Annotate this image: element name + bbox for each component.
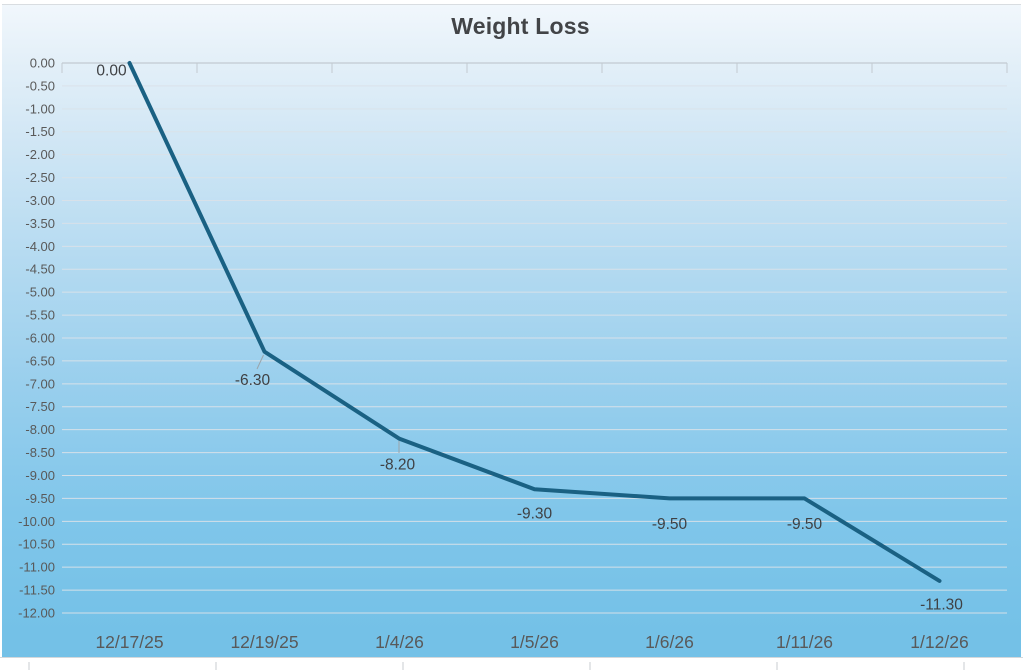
y-axis-tick-label: -12.00	[18, 605, 55, 620]
data-point-label: -9.50	[652, 516, 688, 533]
y-axis-tick-label: 0.00	[30, 56, 55, 71]
y-axis-tick-label: -3.00	[25, 193, 55, 208]
chart-area-background	[2, 4, 1021, 658]
data-point-label: -11.30	[920, 596, 963, 613]
data-point-label: -9.30	[517, 506, 553, 523]
y-axis-tick-label: -9.50	[25, 491, 55, 506]
x-axis-category-label: 1/4/26	[375, 632, 424, 652]
y-axis-tick-label: -11.50	[19, 583, 55, 598]
y-axis-tick-label: -11.00	[19, 560, 55, 575]
leader-lines-group	[256, 354, 400, 453]
gridlines-group	[62, 85, 1007, 614]
x-axis-category-label: 1/12/26	[910, 632, 968, 652]
x-axis-category-label: 12/19/25	[230, 632, 298, 652]
y-axis-tick-label: -5.00	[25, 285, 55, 300]
y-axis-tick-label: -2.00	[25, 147, 55, 162]
y-axis-tick-label: -10.00	[18, 514, 55, 529]
y-axis-tick-label: -3.50	[25, 216, 55, 231]
y-axis-tick-label: -1.50	[25, 124, 55, 139]
y-axis-tick-label: -6.50	[25, 353, 55, 368]
y-axis-tick-label: -6.00	[25, 330, 55, 345]
y-axis-tick-label: -0.50	[25, 78, 55, 93]
x-axis-category-label: 1/5/26	[510, 632, 559, 652]
data-point-label: -6.30	[235, 372, 271, 389]
data-point-label: 0.00	[96, 63, 127, 80]
data-labels-group: 0.00 -6.30 -8.20 -9.30 -9.50 -9.50 -11.30	[96, 63, 963, 614]
series-line	[127, 61, 942, 583]
y-axis-tick-label: -5.50	[25, 308, 55, 323]
y-axis-tick-label: -8.50	[25, 445, 55, 460]
y-axis-tick-label: -4.50	[25, 262, 55, 277]
y-axis-tick-label: -7.00	[25, 376, 55, 391]
y-axis-tick-label: -9.00	[25, 468, 55, 483]
spreadsheet-column-ticks-group	[28, 662, 965, 670]
y-axis-tick-label: -2.50	[25, 170, 55, 185]
x-axis-labels-group: 12/17/25 12/19/25 1/4/26 1/5/26 1/6/26 1/11/2…	[95, 632, 968, 652]
y-axis-tick-label: -8.00	[25, 422, 55, 437]
data-point-label: -9.50	[787, 516, 823, 533]
y-axis-tick-label: -1.00	[25, 101, 55, 116]
category-axis-group	[61, 62, 1008, 73]
x-axis-category-label: 12/17/25	[95, 632, 163, 652]
y-axis-tick-label: -4.00	[25, 239, 55, 254]
y-axis-tick-label: -10.50	[18, 537, 55, 552]
x-axis-category-label: 1/6/26	[645, 632, 694, 652]
y-axis-tick-label: -7.50	[25, 399, 55, 414]
data-label-leader-line	[256, 354, 264, 370]
x-axis-category-label: 1/11/26	[776, 632, 833, 652]
chart-title: Weight Loss	[451, 13, 590, 39]
data-point-label: -8.20	[380, 456, 416, 473]
y-axis-labels-group: 0.00 -0.50 -1.00 -1.50 -2.00 -2.50 -3.00 -3.50 -…	[18, 56, 55, 621]
bottom-edge-strip	[0, 657, 1023, 671]
